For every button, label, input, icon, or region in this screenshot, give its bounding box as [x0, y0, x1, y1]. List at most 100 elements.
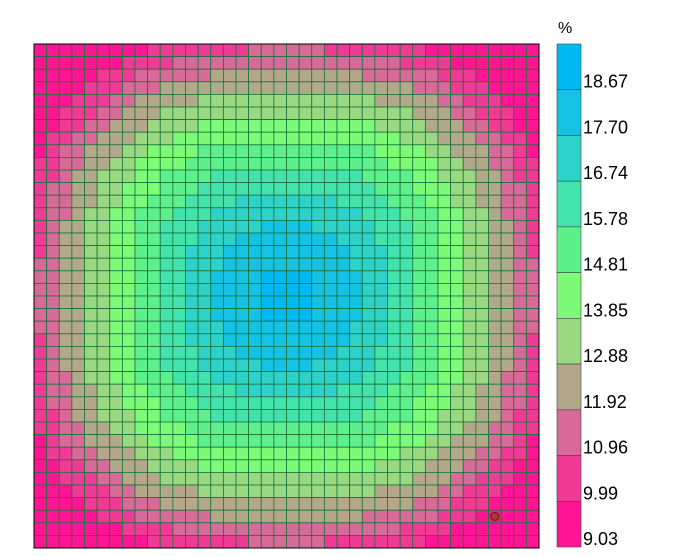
heatmap-cell: [387, 106, 401, 121]
heatmap-cell: [298, 282, 313, 297]
heatmap-cell: [185, 345, 199, 360]
heatmap-cell: [96, 156, 111, 171]
heatmap-cell: [222, 446, 237, 461]
heatmap-cell: [412, 535, 426, 549]
heatmap-cell: [387, 81, 401, 95]
heatmap-cell: [336, 421, 351, 436]
heatmap-cell: [235, 94, 250, 108]
heatmap-cell: [323, 68, 338, 83]
heatmap-cell: [222, 371, 237, 385]
heatmap-cell: [437, 345, 452, 360]
heatmap-cell: [462, 119, 477, 133]
heatmap-cell: [399, 535, 414, 549]
heatmap-cell: [513, 471, 527, 486]
heatmap-cell: [387, 396, 401, 410]
heatmap-cell: [71, 270, 85, 284]
heatmap-cell: [475, 509, 489, 524]
data-marker: [490, 512, 500, 521]
heatmap-cell: [159, 320, 174, 335]
heatmap-cell: [374, 295, 388, 310]
heatmap-cell: [197, 434, 212, 448]
heatmap-cell: [361, 308, 376, 322]
heatmap-cell: [96, 497, 111, 511]
heatmap-cell: [58, 144, 73, 158]
heatmap-cell: [412, 320, 426, 335]
heatmap-cell: [525, 459, 540, 473]
heatmap-cell: [172, 43, 186, 58]
heatmap-cell: [58, 320, 73, 335]
heatmap-cell: [248, 471, 262, 486]
heatmap-cell: [488, 522, 502, 536]
heatmap-cell: [134, 169, 149, 184]
heatmap-cell: [210, 497, 224, 511]
heatmap-cell: [475, 257, 489, 272]
heatmap-cell: [96, 333, 111, 347]
heatmap-cell: [71, 320, 85, 335]
heatmap-cell: [311, 156, 325, 171]
heatmap-cell: [134, 320, 149, 335]
heatmap-cell: [525, 106, 540, 121]
heatmap-cell: [374, 270, 388, 284]
heatmap-cell: [500, 43, 515, 58]
heatmap-cell: [387, 43, 401, 58]
heatmap-cell: [197, 358, 212, 373]
heatmap-cell: [273, 358, 287, 373]
heatmap-cell: [172, 94, 186, 108]
heatmap-cell: [273, 484, 287, 499]
heatmap-cell: [286, 119, 300, 133]
heatmap-cell: [298, 106, 313, 121]
heatmap-cell: [437, 131, 452, 146]
heatmap-cell: [197, 270, 212, 284]
heatmap-cell: [488, 484, 502, 499]
heatmap-cell: [260, 169, 275, 184]
heatmap-cell: [488, 345, 502, 360]
heatmap-cell: [260, 81, 275, 95]
heatmap-cell: [424, 219, 439, 234]
heatmap-cell: [450, 94, 464, 108]
heatmap-cell: [134, 56, 149, 70]
heatmap-cell: [71, 232, 85, 247]
heatmap-cell: [248, 219, 262, 234]
heatmap-cell: [336, 535, 351, 549]
heatmap-cell: [399, 509, 414, 524]
colorbar-band: [556, 43, 582, 91]
colorbar-tick-label: 15.78: [583, 209, 628, 229]
heatmap-cell: [399, 43, 414, 58]
heatmap-cell: [488, 94, 502, 108]
heatmap-cell: [513, 131, 527, 146]
heatmap-cell: [210, 257, 224, 272]
heatmap-cell: [500, 320, 515, 335]
heatmap-cell: [121, 81, 136, 95]
heatmap-cell: [33, 68, 48, 83]
heatmap-cell: [222, 94, 237, 108]
heatmap-cell: [121, 94, 136, 108]
heatmap-cell: [96, 94, 111, 108]
heatmap-cell: [513, 459, 527, 473]
heatmap-cell: [462, 68, 477, 83]
heatmap-cell: [46, 446, 60, 461]
heatmap-cell: [387, 270, 401, 284]
heatmap-cell: [134, 207, 149, 221]
heatmap-cell: [33, 484, 48, 499]
heatmap-cell: [525, 535, 540, 549]
heatmap-cell: [336, 308, 351, 322]
heatmap-cell: [46, 522, 60, 536]
heatmap-cell: [349, 119, 363, 133]
heatmap-cell: [260, 459, 275, 473]
heatmap-cell: [488, 358, 502, 373]
heatmap-cell: [462, 194, 477, 209]
heatmap-cell: [210, 320, 224, 335]
heatmap-cell: [412, 68, 426, 83]
heatmap-cell: [58, 371, 73, 385]
heatmap-cell: [185, 232, 199, 247]
heatmap-cell: [121, 43, 136, 58]
heatmap-cell: [46, 131, 60, 146]
heatmap-cell: [235, 358, 250, 373]
heatmap-cell: [286, 106, 300, 121]
heatmap-cell: [248, 459, 262, 473]
heatmap-cell: [374, 119, 388, 133]
heatmap-cell: [159, 219, 174, 234]
heatmap-cell: [513, 68, 527, 83]
heatmap-cell: [437, 106, 452, 121]
heatmap-cell: [197, 535, 212, 549]
